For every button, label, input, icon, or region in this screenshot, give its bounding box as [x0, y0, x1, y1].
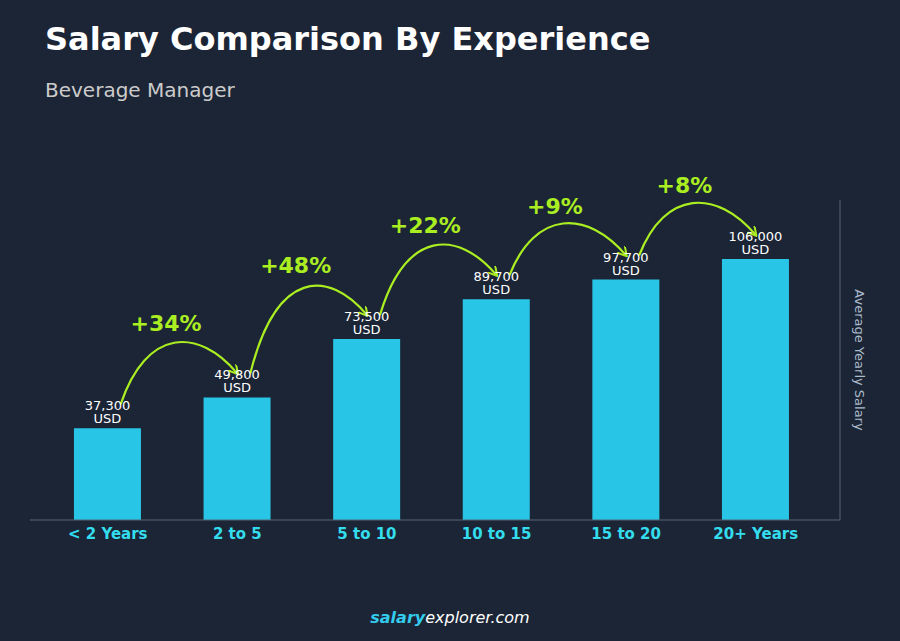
svg-text:2 to 5: 2 to 5: [213, 525, 262, 543]
html-text:Beverage Manager: Beverage Manager: [45, 78, 235, 102]
svg-text:+22%: +22%: [390, 213, 461, 238]
svg-text:+8%: +8%: [657, 173, 713, 198]
html-text:salary explorer.com: salary explorer.com: [370, 608, 530, 627]
svg-text:5 to 10: 5 to 10: [337, 525, 396, 543]
svg-text:97,700USD: 97,700USD: [603, 250, 649, 278]
svg-text:+34%: +34%: [131, 311, 202, 336]
html-text:Salary Comparison By Experienc: Salary Comparison By Experience: [45, 20, 651, 58]
svg-text:49,800USD: 49,800USD: [214, 367, 260, 395]
svg-text:73,500USD: 73,500USD: [344, 309, 390, 337]
svg-text:89,700USD: 89,700USD: [474, 269, 520, 297]
svg-text:< 2 Years: < 2 Years: [68, 525, 148, 543]
svg-text:10 to 15: 10 to 15: [462, 525, 532, 543]
svg-text:+48%: +48%: [260, 253, 331, 278]
svg-text:Average Yearly Salary: Average Yearly Salary: [852, 289, 867, 431]
svg-text:+9%: +9%: [527, 194, 583, 219]
svg-text:106,000USD: 106,000USD: [729, 229, 783, 257]
svg-text:37,300USD: 37,300USD: [85, 398, 131, 426]
svg-text:20+ Years: 20+ Years: [713, 525, 798, 543]
svg-text:15 to 20: 15 to 20: [591, 525, 661, 543]
